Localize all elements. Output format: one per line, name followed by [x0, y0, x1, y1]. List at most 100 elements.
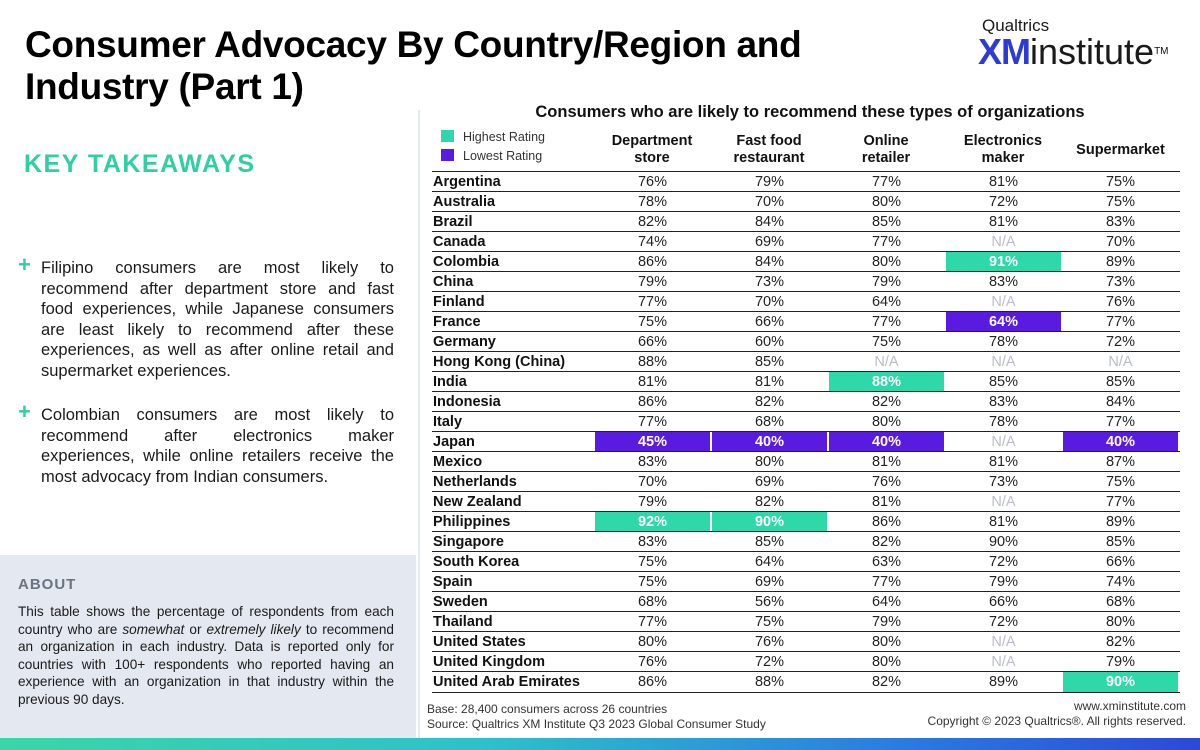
value-cell: 74% — [1105, 574, 1136, 590]
footer-url[interactable]: www.xminstitute.com — [1073, 699, 1186, 713]
country-label: Philippines — [433, 514, 511, 530]
value-cell: 88% — [637, 354, 668, 370]
value-cell: 76% — [637, 654, 668, 670]
value-cell: 89% — [1105, 254, 1136, 270]
value-cell: 82% — [754, 394, 785, 410]
table-row: United Kingdom 76% 72% 80% N/A 79% — [432, 651, 1180, 672]
value-cell: 77% — [637, 294, 668, 310]
value-cell: 86% — [871, 514, 902, 530]
value-cell: 40% — [1063, 432, 1178, 452]
divider-line — [418, 110, 420, 738]
table-row: Indonesia 86% 82% 82% 83% 84% — [432, 391, 1180, 412]
value-cell: 85% — [754, 534, 785, 550]
value-cell: 82% — [871, 394, 902, 410]
value-cell: 81% — [754, 374, 785, 390]
plus-icon: + — [18, 399, 31, 424]
column-header: Department store — [611, 133, 693, 166]
value-cell: 87% — [1105, 454, 1136, 470]
table-row: France 75% 66% 77% 64% 77% — [432, 311, 1180, 332]
value-cell: 84% — [754, 214, 785, 230]
logo-xm: XM — [978, 31, 1031, 72]
value-cell: 81% — [988, 214, 1019, 230]
value-cell: 86% — [637, 674, 668, 690]
footer-source: Source: Qualtrics XM Institute Q3 2023 G… — [427, 717, 766, 731]
value-cell: 83% — [1105, 214, 1136, 230]
value-cell: 76% — [754, 634, 785, 650]
key-takeaways-heading: KEY TAKEAWAYS — [24, 150, 256, 178]
logo-brand: Qualtrics — [982, 16, 1050, 35]
value-cell: 80% — [871, 654, 902, 670]
value-cell: 80% — [871, 194, 902, 210]
table-row: Canada 74% 69% 77% N/A 70% — [432, 231, 1180, 252]
table-row: Singapore 83% 85% 82% 90% 85% — [432, 531, 1180, 552]
value-cell: 63% — [871, 554, 902, 570]
value-cell: N/A — [991, 354, 1016, 370]
value-cell: 82% — [1105, 634, 1136, 650]
value-cell: 68% — [1105, 594, 1136, 610]
country-label: Brazil — [433, 214, 473, 230]
value-cell: 60% — [754, 334, 785, 350]
value-cell: 84% — [754, 254, 785, 270]
value-cell: 75% — [637, 554, 668, 570]
table-row: United States 80% 76% 80% N/A 82% — [432, 631, 1180, 652]
value-cell: 70% — [1105, 234, 1136, 250]
table-row: Brazil 82% 84% 85% 81% 83% — [432, 211, 1180, 232]
country-label: Hong Kong (China) — [433, 354, 566, 370]
value-cell: 78% — [988, 414, 1019, 430]
value-cell: N/A — [1108, 354, 1133, 370]
value-cell: 82% — [637, 214, 668, 230]
footer-copyright: Copyright © 2023 Qualtrics®. All rights … — [927, 714, 1186, 728]
value-cell: 68% — [754, 414, 785, 430]
value-cell: N/A — [991, 634, 1016, 650]
value-cell: 85% — [1105, 374, 1136, 390]
about-em-extremely: extremely likely — [206, 621, 301, 637]
value-cell: 78% — [637, 194, 668, 210]
value-cell: 40% — [712, 432, 827, 452]
value-cell: 79% — [988, 574, 1019, 590]
value-cell: 66% — [754, 314, 785, 330]
value-cell: 40% — [829, 432, 944, 452]
table-row: Hong Kong (China) 88% 85% N/A N/A N/A — [432, 351, 1180, 372]
country-label: Colombia — [433, 254, 500, 270]
value-cell: 75% — [1105, 194, 1136, 210]
value-cell: N/A — [874, 354, 899, 370]
value-cell: 75% — [1105, 174, 1136, 190]
value-cell: 75% — [754, 614, 785, 630]
xm-institute-logo: Qualtrics XMinstituteTM — [978, 16, 1178, 70]
value-cell: N/A — [991, 294, 1016, 310]
value-cell: 82% — [871, 674, 902, 690]
value-cell: 75% — [1105, 474, 1136, 490]
value-cell: 90% — [988, 534, 1019, 550]
value-cell: 90% — [712, 512, 827, 532]
value-cell: 75% — [637, 574, 668, 590]
value-cell: 73% — [988, 474, 1019, 490]
value-cell: 77% — [871, 314, 902, 330]
value-cell: 79% — [754, 174, 785, 190]
value-cell: 83% — [637, 454, 668, 470]
country-label: United States — [433, 634, 526, 650]
value-cell: 79% — [871, 614, 902, 630]
value-cell: 64% — [871, 294, 902, 310]
value-cell: 80% — [1105, 614, 1136, 630]
value-cell: 80% — [871, 414, 902, 430]
column-header: Supermarket — [1076, 141, 1165, 158]
column-header: Fast food restaurant — [733, 133, 805, 166]
table-row: Japan 45% 40% 40% N/A 40% — [432, 431, 1180, 452]
takeaway-item: + Colombian consumers are most likely to… — [18, 399, 394, 487]
value-cell: 85% — [1105, 534, 1136, 550]
country-label: Spain — [433, 574, 473, 590]
country-label: Singapore — [433, 534, 504, 550]
table-row: United Arab Emirates 86% 88% 82% 89% 90% — [432, 671, 1180, 693]
country-label: Indonesia — [433, 394, 501, 410]
country-label: Australia — [433, 194, 496, 210]
value-cell: 69% — [754, 234, 785, 250]
value-cell: 72% — [754, 654, 785, 670]
country-label: Finland — [433, 294, 485, 310]
column-header: Electronics maker — [963, 133, 1043, 166]
takeaway-item: + Filipino consumers are most likely to … — [18, 254, 394, 381]
country-label: Sweden — [433, 594, 488, 610]
value-cell: 91% — [946, 252, 1061, 272]
table-row: Argentina 76% 79% 77% 81% 75% — [432, 171, 1180, 192]
value-cell: 80% — [871, 254, 902, 270]
table-row: Netherlands 70% 69% 76% 73% 75% — [432, 471, 1180, 492]
